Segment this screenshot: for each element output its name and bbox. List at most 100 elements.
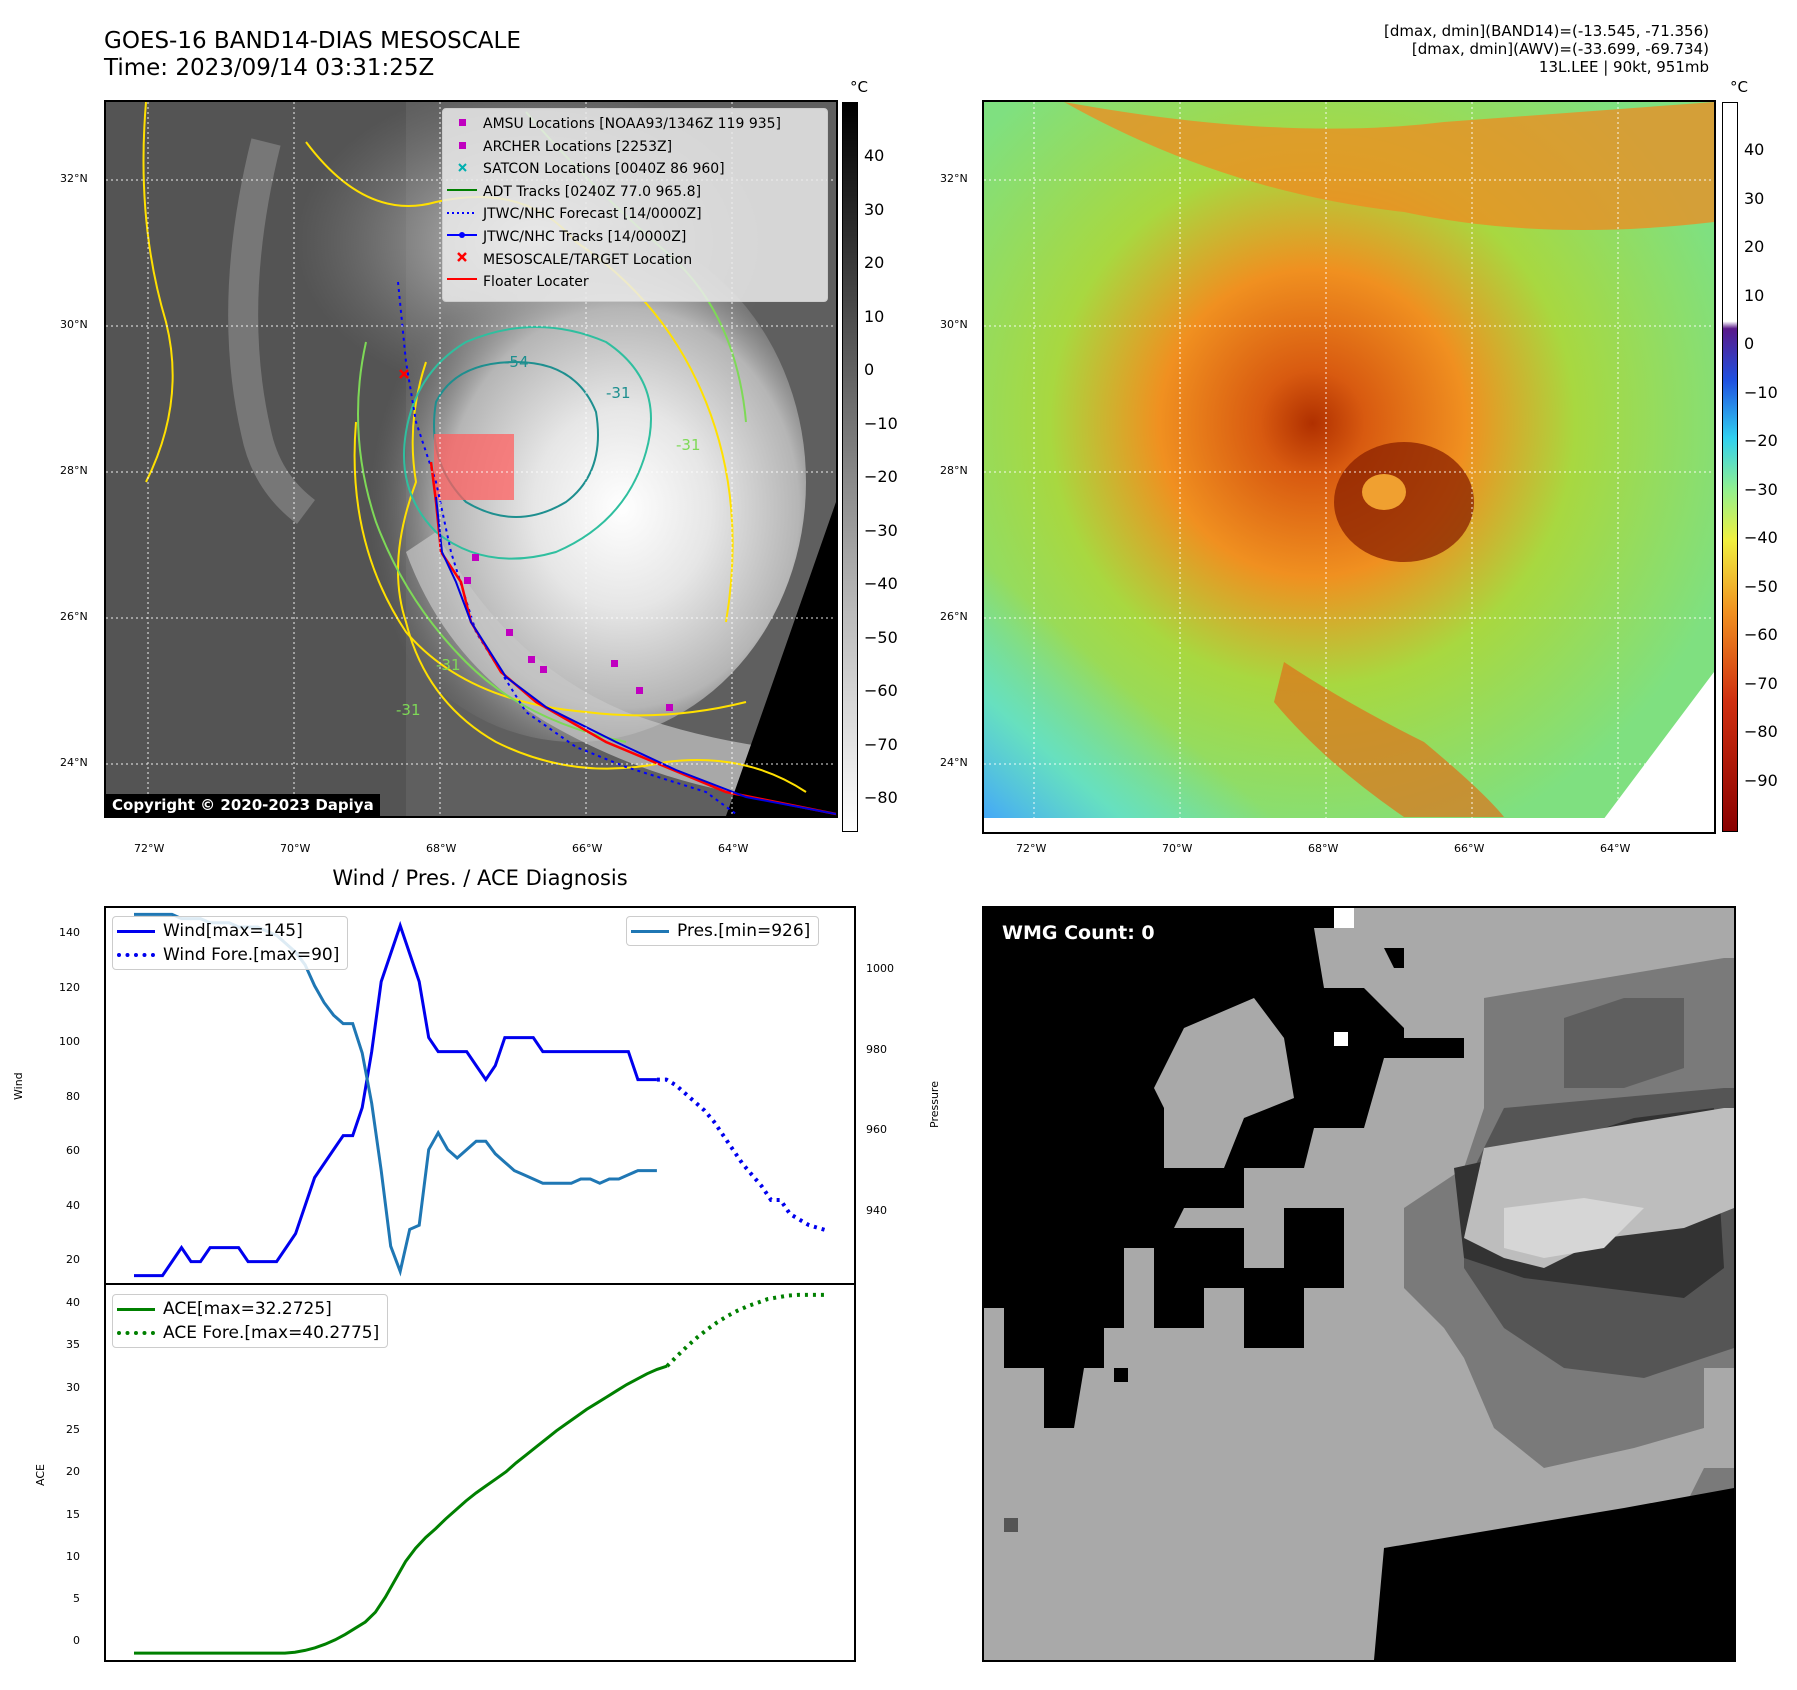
wmg-image xyxy=(984,908,1734,1660)
legend-target: MESOSCALE/TARGET Location xyxy=(483,251,693,268)
ace-chart xyxy=(134,1292,828,1655)
color-colorbar-tick: 20 xyxy=(1744,237,1765,256)
wind-forecast-line xyxy=(656,1077,829,1233)
color-colorbar-tick: −40 xyxy=(1744,528,1778,547)
gray-colorbar-tick: −70 xyxy=(864,734,898,754)
wind-legend: Wind[max=145] Wind Fore.[max=90] xyxy=(112,916,349,970)
gray-colorbar-tick: −50 xyxy=(864,627,898,647)
wind-tick-label: 100 xyxy=(59,1035,80,1048)
wind-tick-label: 20 xyxy=(66,1253,80,1266)
figure-title: GOES-16 BAND14-DIAS MESOSCALE Time: 2023… xyxy=(104,28,521,82)
awv-lat-label-30: 30°N xyxy=(940,318,968,331)
figure-title-line1: GOES-16 BAND14-DIAS MESOSCALE xyxy=(104,28,521,54)
pressure-axis-label: Pressure xyxy=(928,1081,941,1128)
legend-forecast: JTWC/NHC Forecast [14/0000Z] xyxy=(483,206,702,223)
diag-divider xyxy=(104,1283,856,1285)
awv-map xyxy=(984,102,1714,832)
ace-tick-label: 20 xyxy=(66,1465,80,1479)
ace-tick-label: 40 xyxy=(66,1296,80,1309)
color-colorbar-tick: 40 xyxy=(1744,140,1765,159)
legend-ace-fore-swatch xyxy=(117,1331,155,1335)
ace-tick-label: 5 xyxy=(73,1592,80,1606)
lon-label-68: 68°W xyxy=(426,842,457,855)
wind-tick-label: 80 xyxy=(66,1089,80,1103)
lon-label-72: 72°W xyxy=(134,842,165,855)
wmg-count-label: WMG Count: 0 xyxy=(1002,922,1155,944)
awv-lat-label-32: 32°N xyxy=(940,172,968,185)
gray-colorbar-tick: −80 xyxy=(864,788,898,807)
gray-colorbar-tick: −20 xyxy=(864,467,898,486)
awv-lon-label-64: 64°W xyxy=(1600,842,1631,855)
gray-colorbar-tick: 10 xyxy=(864,306,885,326)
ace-legend: ACE[max=32.2725] ACE Fore.[max=40.2775] xyxy=(112,1294,389,1348)
gray-colorbar-tick: −10 xyxy=(864,413,898,433)
color-colorbar-tick: 0 xyxy=(1744,334,1755,353)
color-colorbar-tick: −90 xyxy=(1744,770,1778,790)
color-colorbar-tick: −70 xyxy=(1744,673,1778,693)
contour-label-3: -31 xyxy=(676,436,701,454)
legend-ace-label: ACE[max=32.2725] xyxy=(163,1299,332,1319)
contour-label-5: -31 xyxy=(396,701,421,719)
ace-tick-label: 0 xyxy=(73,1634,80,1648)
color-colorbar-tick: −80 xyxy=(1744,722,1778,741)
figure-title-line2: Time: 2023/09/14 03:31:25Z xyxy=(104,55,435,81)
ace-tick-label: 25 xyxy=(66,1422,80,1436)
lat-label-24: 24°N xyxy=(60,756,88,769)
color-colorbar-tick: −60 xyxy=(1744,625,1778,644)
ace-tick-label: 10 xyxy=(66,1549,80,1563)
color-colorbar-tick: −10 xyxy=(1744,382,1778,402)
header-stats: [dmax, dmin](BAND14)=(-13.545, -71.356) … xyxy=(1384,22,1709,76)
lat-label-32: 32°N xyxy=(60,172,88,185)
legend-tracks: JTWC/NHC Tracks [14/0000Z] xyxy=(483,228,687,245)
color-colorbar-tick: −50 xyxy=(1744,576,1778,596)
color-colorbar xyxy=(1722,102,1738,832)
contour-label-4: -31 xyxy=(436,656,461,674)
legend-wind-swatch xyxy=(117,929,155,933)
lat-label-26: 26°N xyxy=(60,610,88,623)
legend-wind-fore-label: Wind Fore.[max=90] xyxy=(163,945,340,965)
wind-tick-label: 120 xyxy=(59,980,80,994)
best-track xyxy=(435,496,836,815)
band14-range: [dmax, dmin](BAND14)=(-13.545, -71.356) xyxy=(1384,22,1709,40)
color-colorbar-tick: −20 xyxy=(1744,431,1778,450)
gray-colorbar-tick: −30 xyxy=(864,520,898,540)
awv-lat-label-24: 24°N xyxy=(940,756,968,769)
map-legend-markers xyxy=(447,119,477,280)
color-colorbar-tick: 30 xyxy=(1744,188,1765,208)
legend-ace-row: ACE[max=32.2725] xyxy=(117,1297,379,1321)
contour-label-2: -31 xyxy=(606,384,631,402)
amsu-markers xyxy=(464,554,673,711)
ace-axis-label: ACE xyxy=(34,1464,47,1486)
pres-legend: Pres.[min=926] xyxy=(626,916,820,946)
pressure-tick-label: 960 xyxy=(866,1123,887,1136)
legend-adt: ADT Tracks [0240Z 77.0 965.8] xyxy=(483,183,702,200)
legend-satcon: SATCON Locations [0040Z 86 960] xyxy=(483,161,725,178)
awv-lon-label-70: 70°W xyxy=(1162,842,1193,855)
pressure-tick-label: 1000 xyxy=(866,962,894,975)
pressure-tick-label: 980 xyxy=(866,1042,887,1056)
color-colorbar-tick: 10 xyxy=(1744,285,1765,305)
ace-tick-label: 15 xyxy=(66,1507,80,1521)
ace-forecast-line xyxy=(665,1292,828,1368)
awv-lat-label-28: 28°N xyxy=(940,464,968,477)
gray-colorbar-tick: 20 xyxy=(864,253,885,272)
legend-pres-label: Pres.[min=926] xyxy=(677,921,811,941)
lon-label-64: 64°W xyxy=(718,842,749,855)
color-colorbar-tick: −30 xyxy=(1744,479,1778,499)
gray-colorbar-tick: 30 xyxy=(864,199,885,219)
awv-lon-label-68: 68°W xyxy=(1308,842,1339,855)
legend-wind-fore-row: Wind Fore.[max=90] xyxy=(117,943,339,967)
legend-floater: Floater Locater xyxy=(483,274,589,291)
awv-lon-label-66: 66°W xyxy=(1454,842,1485,855)
gray-colorbar xyxy=(842,102,858,832)
legend-pres-row: Pres.[min=926] xyxy=(631,919,810,943)
gray-colorbar-tick: 40 xyxy=(864,146,885,165)
awv-lon-label-72: 72°W xyxy=(1016,842,1047,855)
legend-archer: ARCHER Locations [2253Z] xyxy=(483,138,673,155)
contour-label-1: -54 xyxy=(504,353,529,371)
wind-tick-label: 140 xyxy=(59,926,80,939)
legend-pres-swatch xyxy=(631,929,669,933)
ace-series-line xyxy=(134,1364,668,1655)
gray-colorbar-tick: −60 xyxy=(864,681,898,700)
wind-series-line xyxy=(134,920,657,1278)
